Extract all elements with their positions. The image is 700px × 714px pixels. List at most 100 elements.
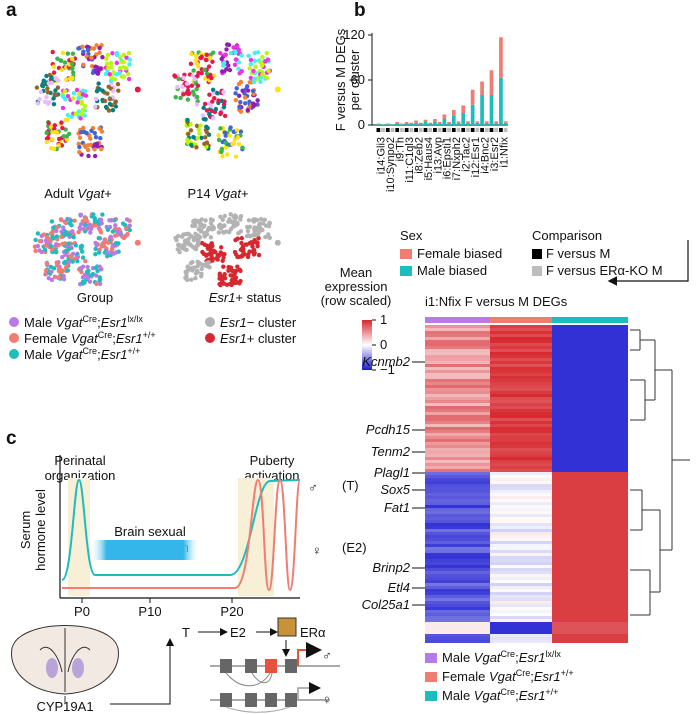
umap-cell (235, 44, 240, 49)
heatmap-cell (552, 598, 628, 601)
heatmap-cell (425, 580, 490, 583)
heatmap-cell (490, 634, 552, 637)
umap-cell (221, 104, 227, 110)
umap-cell (52, 92, 57, 97)
comparison-marker (489, 128, 494, 132)
umap-cell (207, 55, 213, 61)
heatmap-cell (425, 454, 490, 457)
umap-cell (247, 99, 252, 104)
heatmap-cell (425, 553, 490, 556)
umap-cell (75, 100, 80, 105)
umap-cell (97, 126, 102, 131)
umap-cell (202, 233, 207, 238)
umap-cell (264, 50, 269, 56)
label-part: Vgat (489, 669, 517, 684)
heatmap-cell (490, 577, 552, 580)
y-tick-label: 60 (351, 72, 365, 87)
umap-cell (173, 74, 178, 79)
umap-cell (219, 225, 224, 230)
heatmap-title: i1:Nfix F versus M DEGs (425, 294, 568, 309)
umap-cell (175, 84, 180, 90)
heatmap-cell (552, 514, 628, 517)
x-tick-label: P10 (138, 604, 161, 619)
label-part: Male (24, 315, 56, 330)
heatmap-cell (552, 400, 628, 403)
umap-cell (225, 42, 230, 47)
umap-cell (186, 265, 191, 271)
umap-cell (46, 120, 51, 126)
gene-label: Kcnmb2 (362, 354, 410, 369)
legend-label: F versus M (546, 246, 610, 261)
bar (503, 122, 508, 125)
heatmap-cell (490, 409, 552, 412)
female-symbol: ♀ (312, 543, 322, 558)
umap-cell (82, 222, 88, 228)
umap-cell (202, 76, 208, 81)
heatmap-cell (425, 352, 490, 355)
heatmap-cell (425, 493, 490, 496)
heatmap-cell (425, 469, 490, 472)
panel-letter: b (354, 0, 366, 21)
heatmap-cell (425, 484, 490, 487)
umap-cell (51, 101, 57, 107)
umap-cell (244, 84, 250, 89)
umap-cell (250, 88, 256, 94)
heatmap-cell (490, 442, 552, 445)
umap-cell (216, 230, 222, 235)
umap-cell (204, 52, 209, 57)
gene-label: Col25a1 (362, 597, 410, 612)
heatmap-cell (552, 574, 628, 577)
heatmap-cell (490, 532, 552, 535)
umap-cell (209, 244, 214, 250)
umap-cell (34, 85, 40, 90)
heatmap-cell (490, 358, 552, 361)
heatmap-cell (552, 445, 628, 448)
label-part: ; (515, 688, 519, 703)
umap-cell (252, 76, 257, 82)
heatmap-cell (425, 625, 490, 628)
umap-cell (94, 43, 99, 48)
umap-cell (193, 53, 199, 59)
umap-cell (239, 235, 245, 241)
umap-cell (49, 75, 54, 80)
umap-cell (204, 108, 210, 113)
gene-label: Sox5 (380, 482, 410, 497)
x-tick-label: i9:Th (395, 137, 407, 161)
umap-cell (84, 130, 89, 136)
heatmap-cell (552, 388, 628, 391)
heatmap-cell (490, 451, 552, 454)
umap-cell (228, 125, 233, 130)
heatmap-cell (425, 445, 490, 448)
legend-title: Comparison (532, 228, 602, 243)
heatmap-cell (552, 535, 628, 538)
heatmap-cell (490, 625, 552, 628)
label-part: Cre (83, 314, 98, 324)
umap-cell (92, 143, 97, 148)
x-tick-label: i12:Esr1 (470, 137, 482, 177)
umap-cell (258, 60, 263, 65)
y-axis-label: per cluster (347, 49, 362, 110)
heatmap-cell (490, 403, 552, 406)
umap-cell (110, 229, 116, 234)
heatmap-cell (425, 499, 490, 502)
heatmap-cell (552, 385, 628, 388)
heatmap-cell (490, 601, 552, 604)
umap-cell (209, 241, 214, 246)
colorbar-title: expression (325, 279, 388, 294)
heatmap-cell (552, 433, 628, 436)
heatmap-cell (552, 466, 628, 469)
dendrogram (630, 329, 690, 616)
heatmap-cell (552, 601, 628, 604)
heatmap-cell (490, 406, 552, 409)
label-part: + status (235, 290, 281, 305)
heatmap-cell (490, 439, 552, 442)
heatmap-cell (552, 490, 628, 493)
heatmap-cell (552, 412, 628, 415)
bar (456, 121, 461, 123)
heatmap-cell (425, 430, 490, 433)
heatmap-cell (490, 628, 552, 631)
umap-cell (220, 69, 225, 74)
heatmap-cell (490, 571, 552, 574)
umap-cell (124, 55, 129, 60)
umap-cell (208, 220, 214, 226)
